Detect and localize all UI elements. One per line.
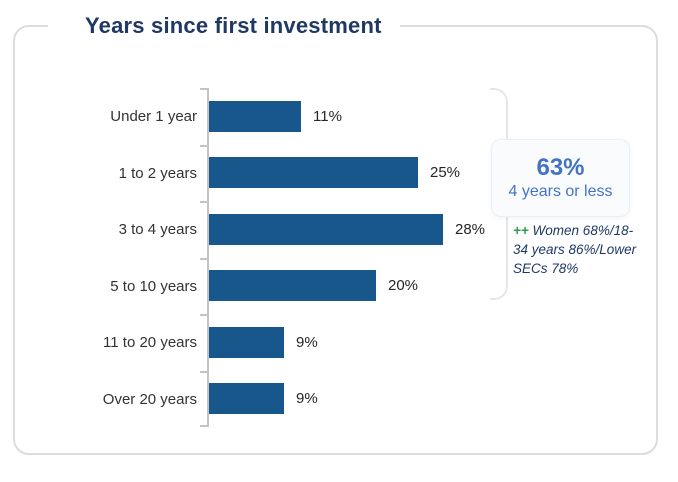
value-label: 28% [455,221,486,238]
callout-box: 63% 4 years or less [491,139,630,217]
axis-tick [200,314,207,316]
axis-tick [200,88,207,90]
bar-1-to-2-years [209,157,418,188]
axis-tick [200,201,207,203]
category-label: Over 20 years [102,391,197,408]
callout-headline: 63% [536,153,585,181]
plus-plus-marker: ++ [513,223,529,238]
value-label: 9% [296,390,318,407]
category-label: 1 to 2 years [118,165,197,182]
bar-5-to-10-years [209,270,376,301]
axis-tick [200,145,207,147]
category-label: Under 1 year [110,108,197,125]
value-label: 11% [313,108,342,125]
bar-3-to-4-years [209,214,443,245]
axis-tick [200,371,207,373]
axis-tick [200,425,207,427]
bar-under-1-year [209,101,301,132]
axis-tick [200,258,207,260]
chart-title: Years since first investment [85,13,382,38]
bar-over-20-years [209,383,284,414]
category-label: 5 to 10 years [110,278,197,295]
callout-note-text: Women 68%/18-34 years 86%/Lower SECs 78% [513,223,637,276]
callout-note: ++ Women 68%/18-34 years 86%/Lower SECs … [513,222,647,279]
y-axis-line [207,88,209,427]
callout-subline: 4 years or less [508,183,613,201]
category-label: 3 to 4 years [118,221,197,238]
value-label: 25% [430,164,461,181]
value-label: 9% [296,334,318,351]
category-label: 11 to 20 years [103,334,197,351]
title-border-gap [48,21,400,31]
bar-11-to-20-years [209,327,284,358]
value-label: 20% [388,277,419,294]
